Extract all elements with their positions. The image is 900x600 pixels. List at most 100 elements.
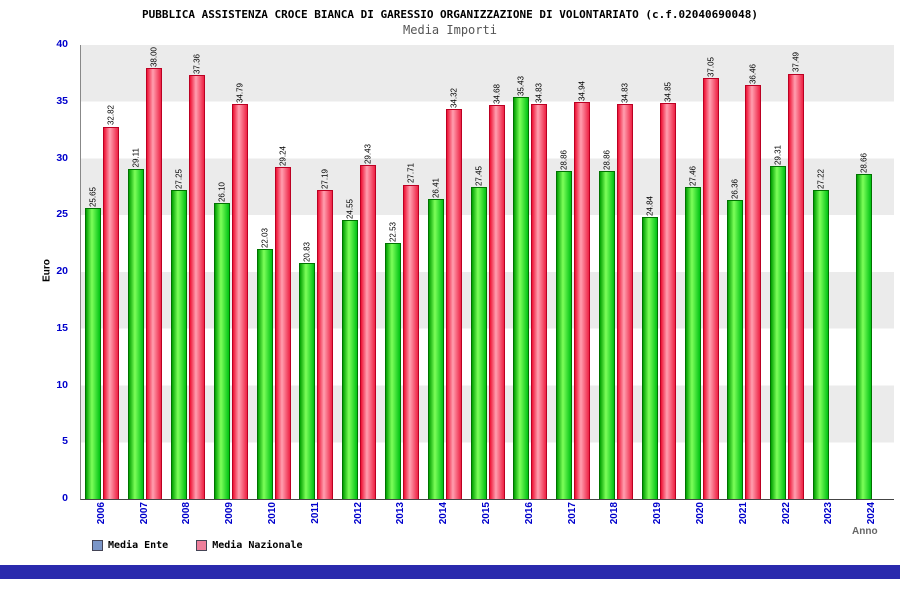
- bar-value-label: 28.66: [859, 152, 869, 173]
- bar-media-nazionale-2021: 36.46: [745, 64, 762, 499]
- x-tick-label-2023: 2023: [823, 502, 835, 525]
- x-axis-title: Anno: [852, 526, 878, 537]
- bar-media-ente-2013: 22.53: [384, 222, 401, 499]
- bar-media-ente-2012: 24.55: [342, 199, 359, 499]
- bar-value-label: 27.22: [816, 169, 826, 190]
- page-title: PUBBLICA ASSISTENZA CROCE BIANCA DI GARE…: [142, 8, 758, 21]
- x-tick-label-2008: 2008: [181, 502, 193, 525]
- bar-group-2011: 20.83 27.19: [295, 45, 338, 499]
- bar-value-label: 22.53: [388, 222, 398, 243]
- bar-groups: 25.65 32.82 29.11 38.00 27.25 37.36 26.10 34.79…: [81, 45, 894, 499]
- bar-media-ente-2017: 28.86: [556, 150, 573, 499]
- bar-value-label: 37.05: [706, 57, 716, 78]
- bar-group-2015: 27.45 34.68: [466, 45, 509, 499]
- bar-value-label: 28.86: [602, 150, 612, 171]
- footer-bar: [0, 565, 900, 579]
- legend-item-media-ente: Media Ente: [92, 540, 168, 551]
- bar-value-label: 29.24: [278, 146, 288, 167]
- bar-media-ente-2024: 28.66: [855, 153, 872, 499]
- bar-value-label: 29.11: [131, 148, 141, 168]
- bar-value-label: 37.36: [192, 53, 202, 74]
- x-tick-label-2015: 2015: [481, 502, 493, 525]
- bar-value-label: 20.83: [302, 241, 312, 262]
- legend-label-media-nazionale: Media Nazionale: [212, 540, 303, 551]
- x-tick-label-2021: 2021: [737, 502, 749, 525]
- bar-media-nazionale-2006: 32.82: [103, 105, 120, 499]
- bar-group-2023: 27.22: [809, 45, 852, 499]
- bar-group-2006: 25.65 32.82: [81, 45, 124, 499]
- bar-media-ente-2020: 27.46: [684, 166, 701, 499]
- y-tick-label-30: 30: [56, 151, 68, 164]
- legend-item-media-nazionale: Media Nazionale: [196, 540, 303, 551]
- x-tick-label-2010: 2010: [267, 502, 279, 525]
- bar-value-label: 28.86: [559, 150, 569, 171]
- bar-value-label: 34.94: [577, 81, 587, 102]
- bar-group-2012: 24.55 29.43: [338, 45, 381, 499]
- bar-media-ente-2022: 29.31: [770, 145, 787, 499]
- bar-media-nazionale-2011: 27.19: [317, 169, 334, 499]
- bar-value-label: 27.25: [174, 168, 184, 189]
- x-tick-label-2014: 2014: [438, 502, 450, 525]
- bar-value-label: 26.36: [730, 178, 740, 199]
- bar-group-2018: 28.86 34.83: [595, 45, 638, 499]
- bar-media-nazionale-2012: 29.43: [360, 144, 377, 499]
- bar-media-ente-2023: 27.22: [812, 169, 829, 499]
- bar-media-ente-2016: 35.43: [513, 76, 530, 499]
- bar-group-2014: 26.41 34.32: [423, 45, 466, 499]
- x-tick-label-2009: 2009: [224, 502, 236, 525]
- y-tick-label-0: 0: [62, 492, 68, 504]
- y-tick-label-10: 10: [56, 378, 68, 391]
- bar-value-label: 24.55: [345, 199, 355, 220]
- bar-value-label: 29.31: [773, 145, 783, 166]
- bar-value-label: 34.83: [620, 82, 630, 103]
- bar-value-label: 35.43: [516, 75, 526, 96]
- bar-group-2008: 27.25 37.36: [167, 45, 210, 499]
- bar-value-label: 29.43: [363, 143, 373, 164]
- bar-media-ente-2021: 26.36: [727, 179, 744, 499]
- bar-group-2019: 24.84 34.85: [637, 45, 680, 499]
- legend: Media Ente Media Nazionale: [92, 540, 303, 551]
- legend-swatch-media-nazionale: [196, 540, 208, 551]
- bar-media-ente-2007: 29.11: [128, 148, 145, 499]
- x-tick-label-2022: 2022: [780, 502, 792, 525]
- bar-value-label: 24.84: [645, 196, 655, 217]
- bar-group-2021: 26.36 36.46: [723, 45, 766, 499]
- bar-media-nazionale-2009: 34.79: [231, 83, 248, 499]
- bar-group-2017: 28.86 34.94: [552, 45, 595, 499]
- bar-value-label: 34.79: [235, 83, 245, 104]
- bar-media-nazionale-2017: 34.94: [574, 81, 591, 499]
- y-tick-label-5: 5: [62, 435, 68, 448]
- bar-media-ente-2008: 27.25: [170, 169, 187, 499]
- bar-value-label: 27.46: [688, 166, 698, 187]
- bar-media-nazionale-2014: 34.32: [445, 88, 462, 499]
- x-axis-tick-labels: 2006 2007 2008 2009 2010 2011 2012 2013 2014 2015…: [80, 502, 893, 542]
- x-tick-label-2017: 2017: [566, 502, 578, 525]
- bar-media-ente-2019: 24.84: [641, 196, 658, 499]
- bar-value-label: 32.82: [106, 105, 116, 126]
- bar-value-label: 25.65: [88, 186, 98, 207]
- x-tick-label-2024: 2024: [866, 502, 878, 525]
- bar-group-2016: 35.43 34.83: [509, 45, 552, 499]
- x-tick-label-2007: 2007: [138, 502, 150, 525]
- bar-media-ente-2010: 22.03: [256, 228, 273, 499]
- legend-label-media-ente: Media Ente: [108, 540, 169, 551]
- x-tick-label-2013: 2013: [395, 502, 407, 525]
- bar-media-ente-2014: 26.41: [427, 178, 444, 499]
- x-tick-label-2012: 2012: [352, 502, 364, 525]
- bar-group-2022: 29.31 37.49: [766, 45, 809, 499]
- bar-value-label: 36.46: [748, 64, 758, 85]
- bar-value-label: 26.10: [217, 181, 227, 202]
- bar-media-nazionale-2022: 37.49: [788, 52, 805, 499]
- y-tick-label-35: 35: [56, 94, 68, 107]
- bar-value-label: 22.03: [260, 227, 270, 248]
- y-tick-label-20: 20: [56, 265, 68, 277]
- bar-media-nazionale-2013: 27.71: [402, 163, 419, 499]
- bar-value-label: 37.49: [791, 52, 801, 73]
- chart-subtitle: Media Importi: [403, 23, 497, 37]
- y-tick-label-25: 25: [56, 208, 68, 221]
- bar-media-nazionale-2015: 34.68: [488, 84, 505, 499]
- plot-area: 25.65 32.82 29.11 38.00 27.25 37.36 26.10 34.79…: [80, 45, 894, 500]
- x-tick-label-2020: 2020: [695, 502, 707, 525]
- y-tick-label-15: 15: [56, 321, 68, 334]
- bar-media-nazionale-2020: 37.05: [702, 57, 719, 499]
